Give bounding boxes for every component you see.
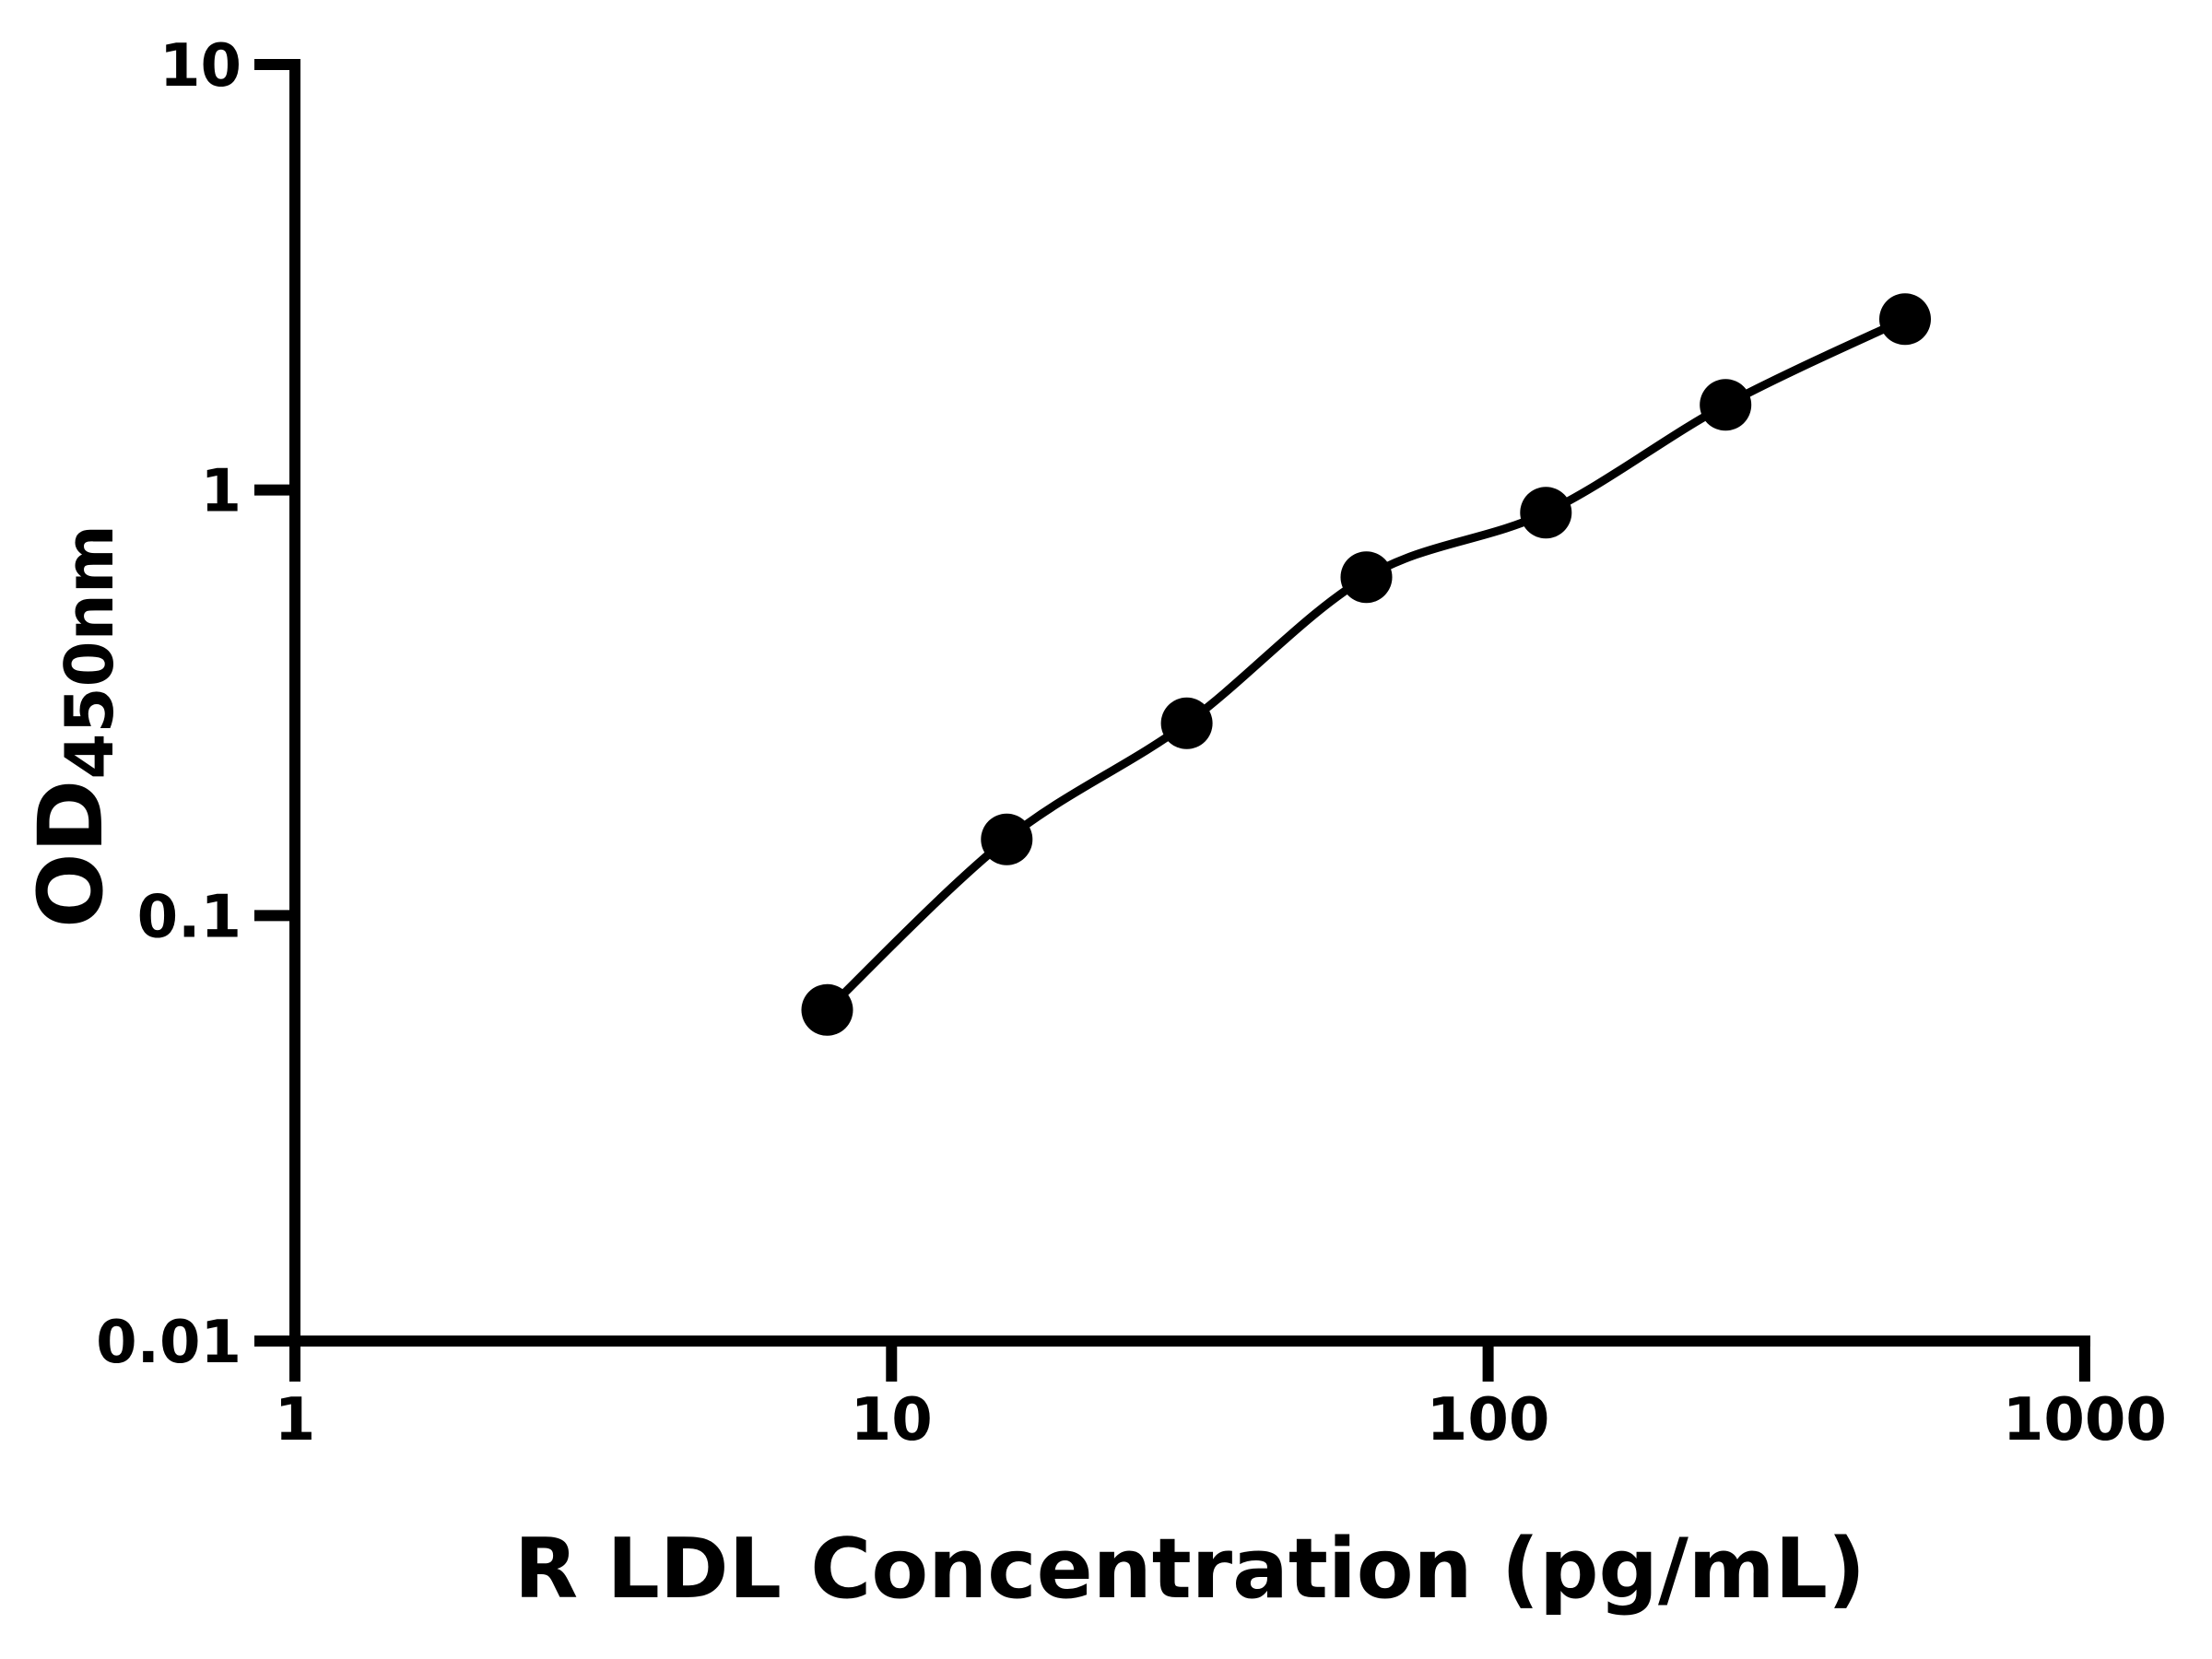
x-tick-label: 1 [275,1386,316,1454]
data-point-marker [1700,379,1752,431]
data-point-marker [981,813,1033,865]
y-tick-label: 0.01 [96,1309,241,1377]
axis-ticks [254,58,2090,1382]
y-axis-title-subscript: 450nm [50,524,128,780]
x-tick-label: 100 [1427,1386,1550,1454]
y-tick-label: 1 [200,458,241,526]
data-points [801,293,1931,1036]
x-axis-title: R LDL Concentration (pg/mL) [513,1521,1866,1618]
x-tick-label: 10 [851,1386,933,1454]
data-point-marker [1160,697,1213,749]
data-point-marker [1520,487,1572,539]
data-point-marker [1879,293,1931,346]
y-tick-label: 0.1 [137,883,241,951]
data-point-marker [1340,551,1393,604]
y-axis-title-main: OD [19,779,124,928]
axis-tick-labels: 10 1 0.1 0.01 1 10 100 1000 [96,32,2167,1454]
y-axis-title: OD450nm [19,524,128,928]
data-point-marker [801,983,853,1036]
x-tick-label: 1000 [2003,1386,2167,1454]
y-tick-label: 10 [159,32,241,100]
